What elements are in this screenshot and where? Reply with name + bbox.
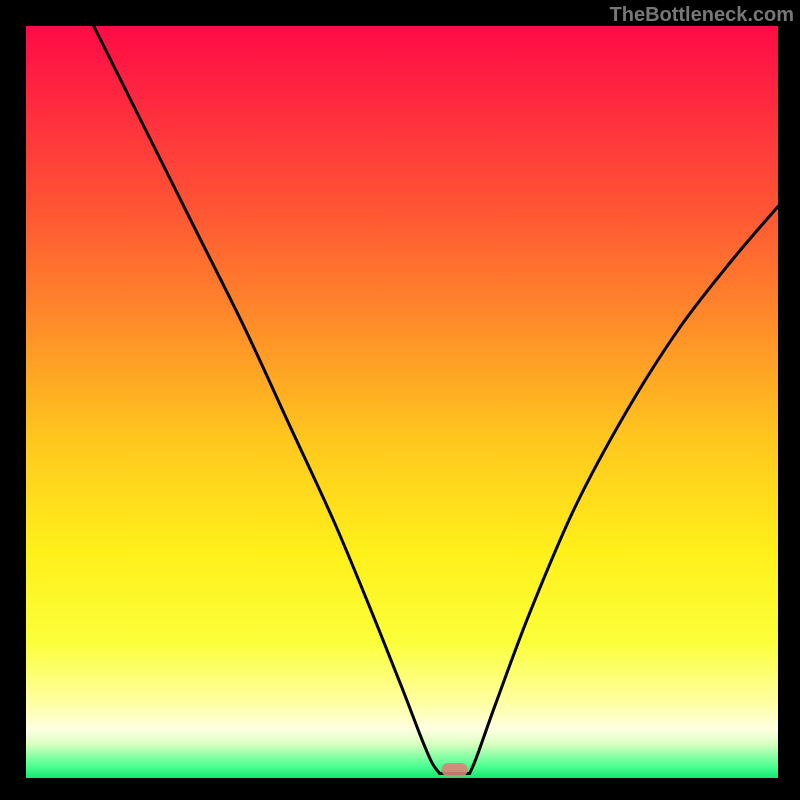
plot-svg <box>26 26 778 778</box>
valley-marker <box>441 763 467 777</box>
chart-container: TheBottleneck.com <box>0 0 800 800</box>
watermark-text: TheBottleneck.com <box>610 4 794 27</box>
plot-area <box>26 26 778 778</box>
gradient-background <box>26 26 778 778</box>
